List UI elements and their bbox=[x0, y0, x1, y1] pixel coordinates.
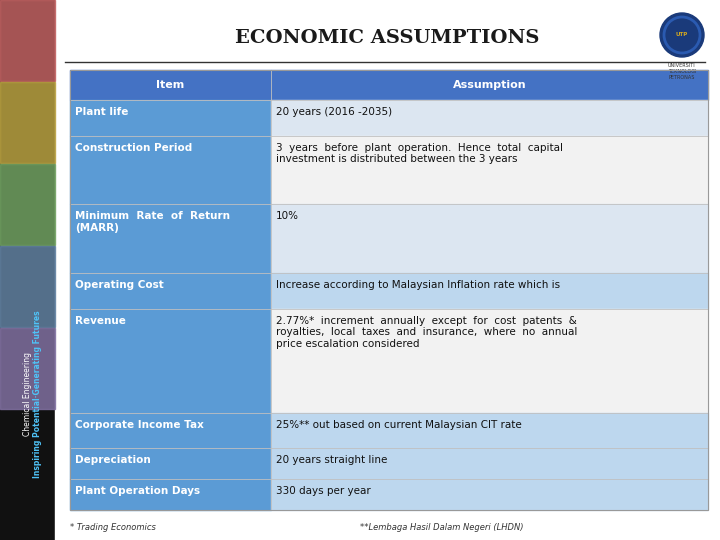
Bar bbox=[271, 136, 708, 204]
Text: Plant life: Plant life bbox=[75, 107, 128, 117]
Text: ECONOMIC ASSUMPTIONS: ECONOMIC ASSUMPTIONS bbox=[235, 29, 540, 47]
Bar bbox=[70, 136, 271, 204]
Bar bbox=[271, 308, 708, 413]
Text: Depreciation: Depreciation bbox=[75, 455, 150, 465]
Text: Operating Cost: Operating Cost bbox=[75, 280, 163, 290]
Text: 330 days per year: 330 days per year bbox=[276, 486, 371, 496]
Circle shape bbox=[660, 13, 704, 57]
Bar bbox=[271, 100, 708, 136]
Text: Revenue: Revenue bbox=[75, 315, 126, 326]
Text: Assumption: Assumption bbox=[453, 80, 526, 90]
Bar bbox=[271, 70, 708, 100]
Text: 20 years straight line: 20 years straight line bbox=[276, 455, 387, 465]
Bar bbox=[70, 448, 271, 479]
Text: 10%: 10% bbox=[276, 211, 299, 221]
Bar bbox=[0, 0, 55, 81]
Text: **Lembaga Hasil Dalam Negeri (LHDN): **Lembaga Hasil Dalam Negeri (LHDN) bbox=[360, 523, 523, 532]
Bar bbox=[271, 204, 708, 273]
Text: Corporate Income Tax: Corporate Income Tax bbox=[75, 420, 204, 430]
Bar bbox=[271, 479, 708, 510]
Bar bbox=[70, 413, 271, 448]
Bar bbox=[0, 328, 55, 409]
Text: Chemical Engineering: Chemical Engineering bbox=[23, 352, 32, 436]
Text: Construction Period: Construction Period bbox=[75, 143, 192, 152]
Bar bbox=[70, 273, 271, 308]
Bar bbox=[70, 100, 271, 136]
Text: 3  years  before  plant  operation.  Hence  total  capital
investment is distrib: 3 years before plant operation. Hence to… bbox=[276, 143, 563, 164]
Text: Item: Item bbox=[156, 80, 184, 90]
Text: 25%** out based on current Malaysian CIT rate: 25%** out based on current Malaysian CIT… bbox=[276, 420, 522, 430]
Bar bbox=[271, 448, 708, 479]
Text: Increase according to Malaysian Inflation rate which is: Increase according to Malaysian Inflatio… bbox=[276, 280, 560, 290]
Bar bbox=[70, 70, 708, 510]
Bar bbox=[0, 164, 55, 245]
Text: 20 years (2016 -2035): 20 years (2016 -2035) bbox=[276, 107, 392, 117]
Text: UTP: UTP bbox=[676, 32, 688, 37]
Text: * Trading Economics: * Trading Economics bbox=[70, 523, 156, 532]
Text: UNIVERSITI
TEKNOLOGI
PETRONAS: UNIVERSITI TEKNOLOGI PETRONAS bbox=[667, 63, 696, 79]
Bar bbox=[0, 0, 55, 540]
Bar bbox=[70, 479, 271, 510]
Bar bbox=[70, 308, 271, 413]
Bar bbox=[70, 204, 271, 273]
Bar bbox=[0, 82, 55, 163]
Bar bbox=[271, 273, 708, 308]
Text: 2.77%*  increment  annually  except  for  cost  patents  &
royalties,  local  ta: 2.77%* increment annually except for cos… bbox=[276, 315, 577, 349]
Bar bbox=[70, 70, 271, 100]
Text: Minimum  Rate  of  Return
(MARR): Minimum Rate of Return (MARR) bbox=[75, 211, 230, 233]
Bar bbox=[0, 246, 55, 327]
Text: Inspiring Potential·Generating Futures: Inspiring Potential·Generating Futures bbox=[33, 310, 42, 478]
Text: Plant Operation Days: Plant Operation Days bbox=[75, 486, 200, 496]
Bar bbox=[271, 413, 708, 448]
